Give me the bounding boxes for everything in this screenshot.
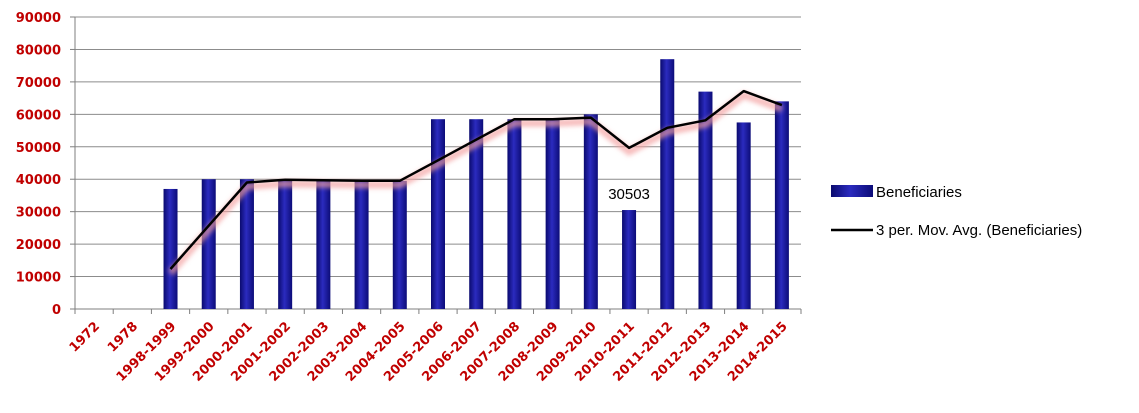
bar: [278, 180, 293, 309]
legend-swatch-bar: [831, 185, 873, 197]
bar: [698, 91, 713, 309]
y-tick-label: 50000: [16, 141, 61, 156]
bar: [774, 101, 789, 309]
legend: Beneficiaries 3 per. Mov. Avg. (Beneficia…: [831, 184, 1082, 239]
y-tick-label: 30000: [16, 206, 61, 221]
bar-series-beneficiaries: [163, 59, 789, 309]
x-tick-label: 1972: [67, 319, 103, 355]
bar: [736, 122, 751, 309]
moving-average-line: [169, 89, 783, 270]
legend-label-moving-average: 3 per. Mov. Avg. (Beneficiaries): [876, 222, 1082, 239]
y-tick-label: 10000: [16, 271, 61, 286]
bar: [622, 210, 637, 309]
bar: [354, 180, 369, 309]
bar: [239, 179, 254, 309]
y-tick-label: 80000: [16, 43, 61, 58]
moving-average-glow: [167, 91, 784, 276]
moving-average-series: [167, 89, 784, 276]
x-axis: 1972 19781998-19991999-20002000-20012001-…: [67, 309, 802, 385]
legend-label-beneficiaries: Beneficiaries: [876, 184, 962, 201]
bar: [469, 119, 484, 309]
y-axis: 0 10000 20000 30000 40000 50000 60000 70000 8000…: [16, 11, 76, 318]
y-tick-label: 90000: [16, 11, 61, 26]
bar: [201, 179, 216, 309]
bar: [583, 114, 598, 309]
bar: [163, 188, 178, 309]
x-tick-label: 1978: [105, 319, 141, 355]
y-tick-label: 0: [52, 303, 61, 318]
data-label: 30503: [608, 186, 650, 203]
y-tick-label: 40000: [16, 173, 61, 188]
y-tick-label: 60000: [16, 108, 61, 123]
bar: [660, 59, 675, 309]
bar: [507, 119, 522, 309]
y-tick-label: 20000: [16, 238, 61, 253]
y-tick-label: 70000: [16, 76, 61, 91]
bar: [316, 180, 331, 309]
bar: [545, 119, 560, 309]
bar: [392, 180, 407, 309]
bar: [431, 119, 445, 309]
data-labels: 30503: [608, 186, 650, 203]
